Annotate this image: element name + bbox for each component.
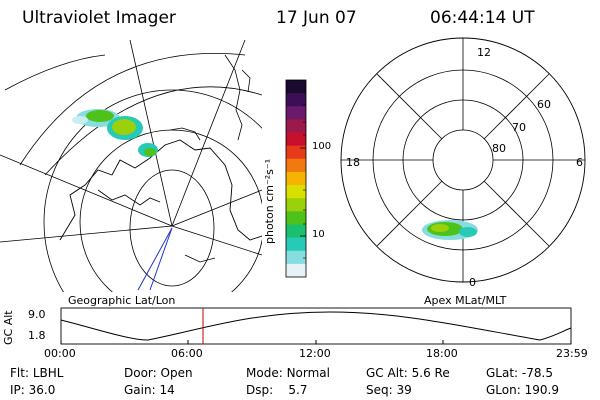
flt-field: Flt: LBHL: [10, 366, 63, 380]
altitude-ylabel: GC Alt: [2, 310, 15, 345]
gain-label: Gain:: [124, 383, 156, 397]
colorbar-segment: [286, 80, 306, 94]
time-tick-1200: 12:00: [299, 347, 331, 360]
dsp-value: 5.7: [288, 383, 308, 397]
dsp-label: Dsp:: [246, 383, 274, 397]
door-value: Open: [160, 366, 193, 380]
time-tick-2359: 23:59: [556, 347, 588, 360]
gcalt-field: GC Alt: 5.6 Re: [366, 366, 450, 380]
colorbar-segment: [286, 211, 306, 225]
glat-field: GLat: -78.5: [486, 366, 553, 380]
date-label: 17 Jun 07: [276, 8, 357, 28]
mlat-label-70: 70: [512, 121, 526, 134]
mlat-label-60: 60: [537, 98, 551, 111]
colorbar-segment: [286, 171, 306, 186]
colorbar-segment: [286, 106, 306, 120]
colorbar-segment: [286, 119, 306, 134]
mlat-label-80: 80: [492, 142, 506, 155]
altitude-tick-9: 9.0: [28, 308, 46, 321]
mlt-label-12: 12: [477, 46, 491, 59]
ip-label: IP:: [10, 383, 25, 397]
mode-label: Mode:: [246, 366, 283, 380]
time-tick-1800: 18:00: [426, 347, 458, 360]
glon-label: GLon:: [486, 383, 521, 397]
mode-value: Normal: [286, 366, 330, 380]
ip-value: 36.0: [28, 383, 56, 397]
glat-value: -78.5: [521, 366, 553, 380]
time-label: 06:44:14 UT: [430, 8, 535, 28]
mlt-label-18: 18: [346, 156, 360, 169]
colorbar-segment: [286, 263, 306, 278]
gain-value: 14: [159, 383, 175, 397]
geographic-caption: Geographic Lat/Lon: [68, 294, 176, 307]
colorbar-segment: [286, 250, 306, 265]
time-tick-0000: 00:00: [44, 347, 76, 360]
time-tick-0600: 06:00: [171, 347, 203, 360]
dsp-field: Dsp: 5.7: [246, 383, 308, 397]
flt-label: Flt:: [10, 366, 29, 380]
ip-field: IP: 36.0: [10, 383, 55, 397]
glon-value: 190.9: [524, 383, 559, 397]
gcalt-value: 5.6 Re: [411, 366, 450, 380]
polar-aurora: [422, 220, 478, 240]
colorbar-segment: [286, 158, 306, 173]
colorbar-tick-100: 100: [312, 141, 332, 152]
seq-label: Seq:: [366, 383, 393, 397]
gcalt-label: GC Alt:: [366, 366, 408, 380]
seq-field: Seq: 39: [366, 383, 412, 397]
altitude-tick-1-8: 1.8: [28, 329, 46, 342]
instrument-title: Ultraviolet Imager: [22, 8, 176, 28]
door-field: Door: Open: [124, 366, 193, 380]
colorbar-segment: [286, 237, 306, 252]
colorbar-segment: [286, 224, 306, 239]
colorbar-segment: [286, 198, 306, 212]
flt-value: LBHL: [32, 366, 64, 380]
glon-field: GLon: 190.9: [486, 383, 559, 397]
colorbar-segment: [286, 145, 306, 160]
colorbar-tick-10: 10: [312, 229, 325, 240]
colorbar-segment: [286, 185, 306, 199]
mode-field: Mode: Normal: [246, 366, 330, 380]
seq-value: 39: [396, 383, 412, 397]
mlt-label-0: 0: [469, 276, 476, 289]
glat-label: GLat:: [486, 366, 519, 380]
door-label: Door:: [124, 366, 157, 380]
mlt-label-6: 6: [576, 156, 583, 169]
colorbar-segment: [286, 132, 306, 147]
apex-caption: Apex MLat/MLT: [424, 294, 507, 307]
colorbar-segment: [286, 93, 306, 107]
gain-field: Gain: 14: [124, 383, 175, 397]
